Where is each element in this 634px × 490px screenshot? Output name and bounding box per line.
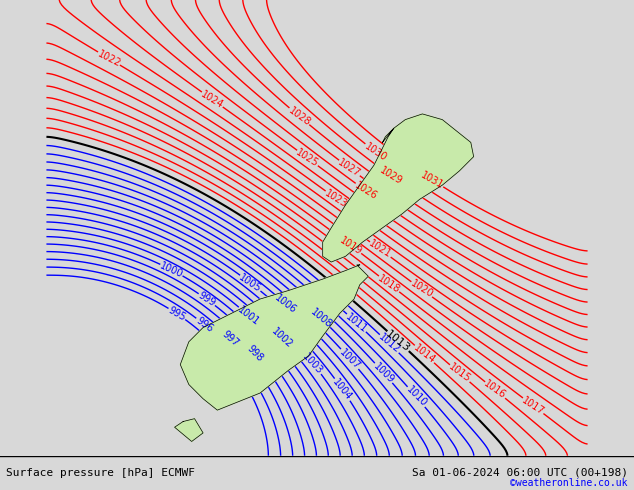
Text: Surface pressure [hPa] ECMWF: Surface pressure [hPa] ECMWF xyxy=(6,467,195,478)
Text: 1030: 1030 xyxy=(363,141,389,163)
Text: 1012: 1012 xyxy=(377,332,402,355)
Text: 1025: 1025 xyxy=(294,147,321,169)
Text: 1021: 1021 xyxy=(367,239,394,260)
Text: 1003: 1003 xyxy=(301,351,325,376)
Polygon shape xyxy=(180,265,368,410)
Polygon shape xyxy=(323,114,474,262)
Text: 1002: 1002 xyxy=(269,326,294,351)
Text: 995: 995 xyxy=(167,305,188,323)
Text: 1008: 1008 xyxy=(308,307,333,330)
Text: 1017: 1017 xyxy=(520,395,547,416)
Text: 1019: 1019 xyxy=(338,235,364,256)
Text: 1026: 1026 xyxy=(353,180,379,202)
Text: 1014: 1014 xyxy=(411,343,437,366)
Text: 1006: 1006 xyxy=(273,293,299,316)
Text: 1001: 1001 xyxy=(236,304,261,327)
Text: 999: 999 xyxy=(197,291,217,309)
Text: 1020: 1020 xyxy=(408,279,435,300)
Text: 1004: 1004 xyxy=(331,377,354,402)
Text: Sa 01-06-2024 06:00 UTC (00+198): Sa 01-06-2024 06:00 UTC (00+198) xyxy=(411,467,628,478)
Text: 1013: 1013 xyxy=(384,328,412,354)
Text: 1028: 1028 xyxy=(287,105,312,127)
Text: 997: 997 xyxy=(221,329,241,348)
Text: 1018: 1018 xyxy=(376,273,402,295)
Text: 1005: 1005 xyxy=(237,272,263,294)
Text: 996: 996 xyxy=(194,315,214,334)
Text: ©weatheronline.co.uk: ©weatheronline.co.uk xyxy=(510,478,628,488)
Text: 1015: 1015 xyxy=(447,362,472,385)
Text: 1007: 1007 xyxy=(337,347,362,371)
Polygon shape xyxy=(174,418,203,441)
Text: 1027: 1027 xyxy=(336,157,363,179)
Text: 1022: 1022 xyxy=(96,49,122,69)
Text: 1024: 1024 xyxy=(199,89,226,110)
Text: 1031: 1031 xyxy=(420,170,446,190)
Text: 1009: 1009 xyxy=(372,361,396,385)
Text: 1029: 1029 xyxy=(378,165,404,186)
Text: 1010: 1010 xyxy=(404,385,429,409)
Text: 1000: 1000 xyxy=(158,260,184,279)
Text: 1011: 1011 xyxy=(344,311,369,335)
Text: 1016: 1016 xyxy=(482,379,508,401)
Text: 1023: 1023 xyxy=(323,188,349,209)
Text: 998: 998 xyxy=(245,344,265,364)
